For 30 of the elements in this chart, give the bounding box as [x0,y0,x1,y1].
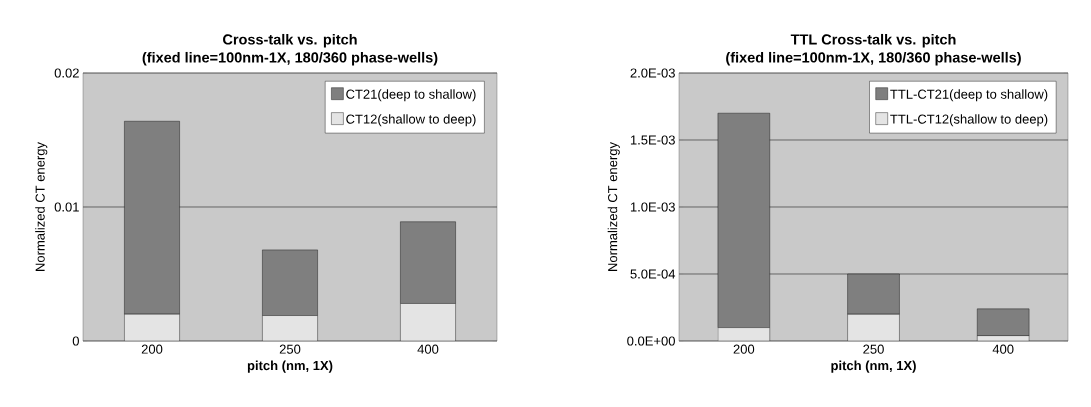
chart-title: Cross-talk vs. pitch [223,33,357,48]
bar [262,315,318,341]
bar [847,314,900,341]
legend-label: TTL-CT21(deep to shallow) [890,89,1048,102]
x-tick-label: 200 [141,344,163,354]
x-tick-label: 200 [733,344,755,354]
y-axis-title: Normalized CT energy [35,142,48,271]
x-tick-label: 250 [279,344,301,354]
y-tick-label: 0.0E+00 [627,336,675,346]
chart-title: TTL Cross-talk vs. pitch [790,33,956,48]
y-tick-label: 0 [72,336,79,346]
y-tick-label: 2.0E-03 [630,68,675,78]
x-axis-title: pitch (nm, 1X) [831,360,916,373]
y-tick-label: 0.01 [54,202,79,212]
bar [400,303,456,341]
x-tick-label: 400 [417,344,439,354]
chart-subtitle: (fixed line=100nm-1X, 180/360 phase-wells) [142,51,438,66]
x-tick-label: 400 [992,344,1014,354]
y-tick-label: 0.02 [54,68,79,78]
y-tick-label: 1.0E-03 [630,202,675,212]
x-axis-title: pitch (nm, 1X) [247,360,333,373]
legend-label: CT12(shallow to deep) [346,114,476,127]
bar [124,314,180,341]
y-axis-title: Normalized CT energy [607,142,620,271]
y-tick-label: 1.5E-03 [630,135,675,145]
y-tick-label: 5.0E-04 [630,269,676,279]
legend-label: TTL-CT12(shallow to deep) [890,114,1048,127]
x-tick-label: 250 [863,344,884,354]
legend-label: CT21(deep to shallow) [346,89,476,102]
chart-subtitle: (fixed line=100nm-1X, 180/360 phase-wells) [726,51,1021,66]
